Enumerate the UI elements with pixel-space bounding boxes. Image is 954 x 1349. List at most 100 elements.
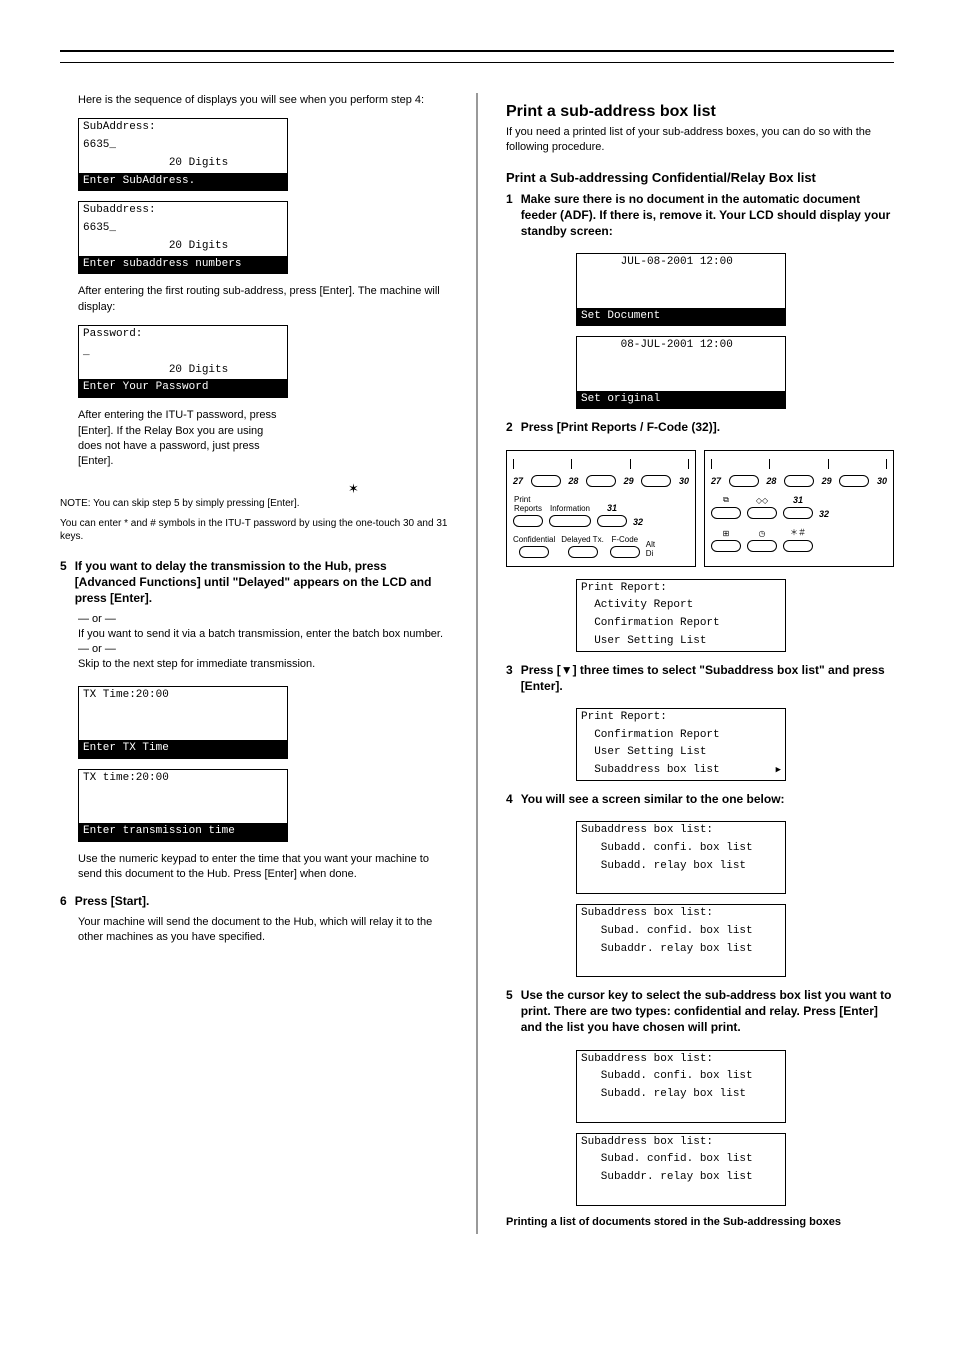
tick (886, 459, 887, 469)
key-32[interactable]: 32 (633, 517, 643, 527)
key-31[interactable]: 31 (597, 503, 627, 527)
lcd-line: Subaddr. relay box list (577, 1169, 785, 1187)
step-number: 5 (506, 987, 513, 1036)
key-blank[interactable] (819, 543, 821, 552)
lcd-line: SubAddress: (79, 119, 287, 137)
lcd-line (577, 1104, 785, 1122)
lcd-footer: Set Document (577, 308, 785, 326)
lcd-line: User Setting List (577, 633, 785, 651)
txt: NOTE: You can skip step 5 by simply pres… (60, 497, 448, 511)
key-clock-icon[interactable]: ◷ (747, 529, 777, 552)
heading-doc: Printing a list of documents stored in t… (506, 1216, 894, 1228)
grid-icon: ⊞ (723, 529, 730, 538)
lcd-line: Subaddress box list: (577, 822, 785, 840)
lcd-line: TX time:20:00 (79, 770, 287, 788)
step-title: 2 Press [Print Reports / F-Code (32)]. (506, 419, 894, 435)
lcd-line: User Setting List (577, 744, 785, 762)
columns: Here is the sequence of displays you wil… (60, 93, 894, 1234)
tick (513, 459, 514, 469)
keypad-diagram: 27 28 29 30 PrintReports Information 31 … (506, 450, 894, 567)
lcd-subaddr-list-c: Subaddress box list: Subadd. confi. box … (576, 1050, 786, 1123)
key-scan-icon[interactable]: ⧉ (711, 495, 741, 519)
key-button[interactable] (839, 475, 869, 487)
text-after-c: After entering the ITU-T password, press… (78, 408, 448, 470)
key-num: 27 (513, 476, 523, 486)
lcd-footer: Enter TX Time (79, 740, 287, 758)
page: Here is the sequence of displays you wil… (0, 0, 954, 1284)
lcd-line (79, 787, 287, 805)
step-title: 5 If you want to delay the transmission … (60, 558, 448, 607)
lcd-footer: Enter subaddress numbers (79, 256, 287, 274)
txt: If you want to send it via a batch trans… (78, 627, 448, 642)
lcd-line (577, 958, 785, 976)
key-num: 27 (711, 476, 721, 486)
lcd-line (577, 875, 785, 893)
lcd-line: Subadd. confi. box list (577, 840, 785, 858)
txt: [Enter]. If the Relay Box you are using (78, 425, 263, 437)
lcd-line: Subaddress box list: (577, 905, 785, 923)
key-num: 29 (822, 476, 832, 486)
label: Delayed Tx. (561, 535, 604, 544)
lcd-footer: Enter transmission time (79, 823, 287, 841)
key-starhash[interactable]: ＊＃ (783, 527, 813, 552)
key-num: 29 (624, 476, 634, 486)
arrow-right-icon (776, 764, 781, 778)
right-step2: 2 Press [Print Reports / F-Code (32)]. (506, 419, 894, 435)
lcd-line: Activity Report (577, 597, 785, 615)
lcd-standby-a: JUL-08-2001 12:00 Set Document (576, 253, 786, 326)
lcd-line: Subaddr. relay box list (577, 941, 785, 959)
heading-conf: Print a Sub-addressing Confidential/Rela… (506, 170, 894, 185)
txt: Skip to the next step for immediate tran… (78, 657, 448, 672)
lcd-line: 6635_ (79, 220, 287, 238)
top-rule (60, 50, 894, 52)
step-title: 3 Press [▼] three times to select "Subad… (506, 662, 894, 694)
sub-rule (60, 62, 894, 63)
step-text: You will see a screen similar to the one… (521, 791, 785, 807)
label: Information (550, 504, 590, 513)
lcd-line: Subad. confid. box list (577, 1151, 785, 1169)
key-31b[interactable]: 31 (783, 495, 813, 519)
key-confidential[interactable]: Confidential (513, 535, 555, 558)
label: 32 (633, 517, 643, 527)
key-button[interactable] (729, 475, 759, 487)
key-num: 30 (679, 476, 689, 486)
key-information[interactable]: Information (549, 504, 591, 527)
key-button[interactable] (531, 475, 561, 487)
lcd-subaddr-list-b: Subaddress box list: Subad. confid. box … (576, 904, 786, 977)
lcd-line: Subad. confid. box list (577, 923, 785, 941)
txt: — or — (78, 612, 448, 627)
left-tail: Use the numeric keypad to enter the time… (78, 852, 448, 883)
key-button[interactable] (586, 475, 616, 487)
lcd-line (577, 1187, 785, 1205)
step-body: — or — If you want to send it via a batc… (78, 612, 448, 671)
lcd-line: Password: (79, 326, 287, 344)
lcd-txtime-a: TX Time:20:00 Enter TX Time (78, 686, 288, 759)
tick (688, 459, 689, 469)
key-num: 30 (877, 476, 887, 486)
lcd-line (79, 722, 287, 740)
key-32b[interactable]: 32 (819, 509, 829, 519)
lcd-line (577, 272, 785, 290)
scan-icon: ⧉ (723, 495, 729, 505)
left-intro: Here is the sequence of displays you wil… (78, 93, 448, 108)
lcd-line: 20 Digits (79, 155, 287, 173)
key-delayed[interactable]: Delayed Tx. (561, 535, 604, 558)
lcd-line: Print Report: (577, 709, 785, 727)
key-diamond-icon[interactable]: ◇◇ (747, 496, 777, 519)
step-number: 5 (60, 558, 67, 607)
key-button[interactable] (641, 475, 671, 487)
key-button[interactable] (784, 475, 814, 487)
label: 31 (607, 503, 617, 513)
step-text: Press [Print Reports / F-Code (32)]. (521, 419, 720, 435)
key-grid-icon[interactable]: ⊞ (711, 529, 741, 552)
key-altdi[interactable]: AltDi (646, 540, 655, 558)
lcd-line: 08-JUL-2001 12:00 (577, 337, 785, 355)
lcd-line (577, 355, 785, 373)
keypad-right: 27 28 29 30 ⧉ ◇◇ 31 32 ⊞ ◷ ＊＃ (704, 450, 894, 567)
key-fcode[interactable]: F-Code (610, 535, 640, 558)
step-number: 1 (506, 191, 513, 240)
key-print-reports[interactable]: PrintReports (513, 495, 543, 527)
keypad-left: 27 28 29 30 PrintReports Information 31 … (506, 450, 696, 567)
lcd-line: JUL-08-2001 12:00 (577, 254, 785, 272)
txt: [Enter]. (78, 455, 113, 467)
